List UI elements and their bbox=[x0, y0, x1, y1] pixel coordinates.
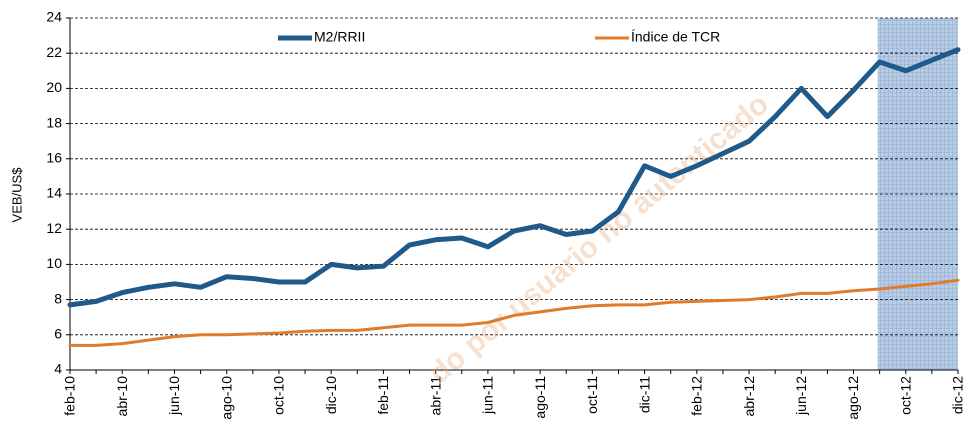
x-tick-label: abr-12 bbox=[741, 376, 757, 417]
y-tick-label: 12 bbox=[46, 220, 62, 236]
series-line bbox=[68, 278, 960, 347]
y-tick-label: 8 bbox=[54, 290, 62, 306]
y-tick-label: 24 bbox=[46, 9, 62, 25]
x-tick-label: oct-12 bbox=[897, 376, 913, 415]
y-tick-label: 16 bbox=[46, 150, 62, 166]
y-axis-label: VEB/US$ bbox=[9, 167, 24, 223]
y-tick-label: 20 bbox=[46, 79, 62, 95]
series-line bbox=[67, 47, 961, 308]
x-tick-label: dic-12 bbox=[950, 376, 966, 414]
x-tick-label: abr-11 bbox=[427, 376, 443, 416]
x-tick-label: abr-10 bbox=[114, 376, 130, 417]
y-tick-label: 22 bbox=[46, 44, 62, 60]
x-tick-label: oct-11 bbox=[584, 376, 600, 414]
y-tick-label: 10 bbox=[46, 255, 62, 271]
x-tick-label: dic-10 bbox=[323, 376, 339, 414]
legend-label: M2/RRII bbox=[314, 29, 365, 45]
x-tick-label: ago-11 bbox=[532, 376, 548, 419]
x-tick-label: feb-12 bbox=[689, 376, 705, 416]
x-tick-label: jun-11 bbox=[480, 376, 496, 415]
x-tick-label: ago-10 bbox=[218, 376, 234, 420]
x-tick-label: dic-11 bbox=[636, 376, 652, 413]
x-tick-label: feb-10 bbox=[62, 376, 78, 416]
x-tick-label: feb-11 bbox=[375, 376, 391, 415]
x-tick-label: jun-10 bbox=[166, 376, 182, 416]
watermark: do por usuario no autenticado bbox=[423, 87, 775, 390]
y-tick-label: 18 bbox=[46, 114, 62, 130]
y-tick-label: 14 bbox=[46, 185, 62, 201]
x-tick-label: jun-12 bbox=[793, 376, 809, 416]
x-tick-label: ago-12 bbox=[845, 376, 861, 420]
x-tick-label: oct-10 bbox=[271, 376, 287, 415]
legend-label: Índice de TCR bbox=[631, 29, 720, 45]
y-tick-label: 6 bbox=[54, 326, 62, 342]
y-tick-label: 4 bbox=[54, 361, 62, 377]
